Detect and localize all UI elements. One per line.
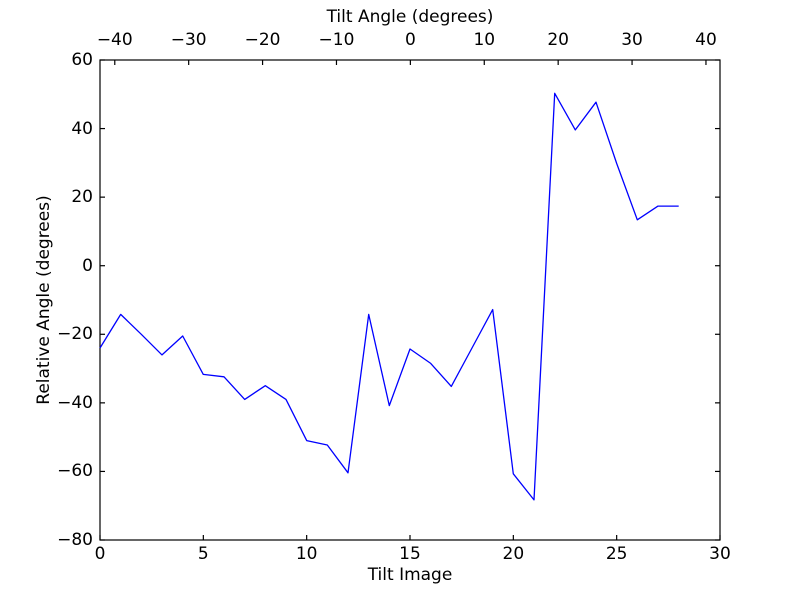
x-tick-label: 15 [399,544,421,564]
y-tick-label: −20 [57,324,93,345]
top-x-tick-label: 0 [404,30,416,50]
x-tick-label: 20 [502,544,525,564]
y-tick-label: −60 [57,461,93,482]
y-axis-title: Relative Angle (degrees) [34,195,54,405]
top-axis-title: Tilt Angle (degrees) [326,7,494,27]
x-tick-label: 10 [295,544,318,564]
x-axis-title: Tilt Image [367,565,453,585]
y-tick-label: −80 [57,530,93,550]
x-tick-label: 30 [709,544,731,564]
y-tick-label: 0 [82,255,93,276]
top-x-tick-label: 40 [695,30,717,50]
top-x-tick-label: −20 [244,30,281,50]
top-x-tick-label: −40 [96,30,133,50]
x-tick-label: 25 [605,544,628,564]
top-x-tick-label: 10 [473,30,496,50]
y-tick-label: 60 [71,50,93,70]
data-line-relative-angle [99,92,679,501]
x-tick-label: 0 [94,544,106,564]
y-tick-label: 40 [71,118,93,139]
top-x-tick-label: −30 [170,30,207,50]
top-x-tick-label: 20 [547,30,569,50]
y-tick-label: −40 [57,392,93,413]
y-tick-label: 20 [71,187,93,208]
top-x-tick-label: −10 [318,30,355,50]
top-x-tick-label: 30 [621,30,643,50]
x-tick-label: 5 [197,544,209,564]
plot-border [99,59,721,541]
